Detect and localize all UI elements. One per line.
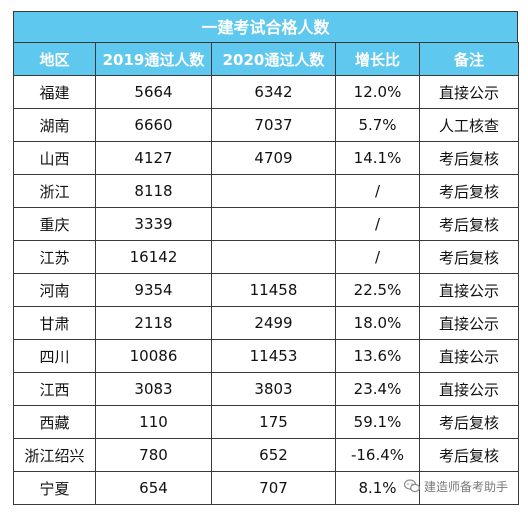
- cell-y2020: 707: [211, 471, 336, 505]
- cell-y2020: 175: [211, 405, 336, 439]
- cell-region: 山西: [13, 141, 96, 175]
- cell-region: 甘肃: [13, 306, 96, 340]
- cell-growth: 18.0%: [335, 306, 420, 340]
- cell-growth: 14.1%: [335, 141, 420, 175]
- table-row: 四川 10086 11453 13.6% 直接公示: [13, 339, 519, 373]
- cell-note: 考后复核: [419, 174, 519, 208]
- cell-y2020: 11453: [211, 339, 336, 373]
- table-row: 甘肃 2118 2499 18.0% 直接公示: [13, 306, 519, 340]
- header-row: 地区 2019通过人数 2020通过人数 增长比 备注: [13, 42, 519, 76]
- cell-y2019: 110: [95, 405, 212, 439]
- cell-y2019: 3083: [95, 372, 212, 406]
- cell-growth: 8.1%: [335, 471, 420, 505]
- cell-y2019: 2118: [95, 306, 212, 340]
- table-title: 一建考试合格人数: [13, 11, 518, 42]
- cell-y2019: 16142: [95, 240, 212, 274]
- cell-growth: 22.5%: [335, 273, 420, 307]
- table-row: 浙江 8118 /考后复核: [13, 174, 519, 208]
- cell-y2019: 4127: [95, 141, 212, 175]
- header-growth: 增长比: [335, 42, 420, 76]
- table-row: 宁夏 654 707 8.1%: [13, 471, 519, 505]
- cell-y2019: 5664: [95, 75, 212, 109]
- cell-y2020: [211, 207, 336, 241]
- table-row: 河南 9354 11458 22.5% 直接公示: [13, 273, 519, 307]
- table-row: 江西 3083 3803 23.4% 直接公示: [13, 372, 519, 406]
- header-2019: 2019通过人数: [95, 42, 212, 76]
- table-row: 重庆 3339 /考后复核: [13, 207, 519, 241]
- cell-note: 考后复核: [419, 207, 519, 241]
- cell-growth: 5.7%: [335, 108, 420, 142]
- cell-note: 直接公示: [419, 306, 519, 340]
- cell-note: 考后复核: [419, 438, 519, 472]
- table-body: 福建 5664 6342 12.0% 直接公示 湖南 6660 7037 5.7% 人工核查 山西 4…: [13, 75, 519, 505]
- cell-y2019: 654: [95, 471, 212, 505]
- cell-note: 直接公示: [419, 75, 519, 109]
- cell-region: 河南: [13, 273, 96, 307]
- cell-y2020: 6342: [211, 75, 336, 109]
- cell-y2020: 652: [211, 438, 336, 472]
- cell-region: 湖南: [13, 108, 96, 142]
- table-row: 浙江绍兴 780 652 -16.4% 考后复核: [13, 438, 519, 472]
- data-sheet: 一建考试合格人数 地区 2019通过人数 2020通过人数 增长比 备注 福建 5…: [13, 11, 519, 508]
- cell-note: 考后复核: [419, 240, 519, 274]
- cell-growth: 23.4%: [335, 372, 420, 406]
- table-row: 西藏 110 175 59.1% 考后复核: [13, 405, 519, 439]
- header-region: 地区: [13, 42, 96, 76]
- cell-region: 宁夏: [13, 471, 96, 505]
- cell-region: 江西: [13, 372, 96, 406]
- cell-growth: 13.6%: [335, 339, 420, 373]
- cell-y2019: 6660: [95, 108, 212, 142]
- cell-growth: -16.4%: [335, 438, 420, 472]
- cell-y2019: 10086: [95, 339, 212, 373]
- table-row: 福建 5664 6342 12.0% 直接公示: [13, 75, 519, 109]
- cell-region: 江苏: [13, 240, 96, 274]
- cell-growth: /: [335, 174, 420, 208]
- cell-region: 福建: [13, 75, 96, 109]
- cell-note: 考后复核: [419, 405, 519, 439]
- pass-count-table: 地区 2019通过人数 2020通过人数 增长比 备注 福建 5664 6342 12…: [13, 42, 519, 505]
- cell-note: 直接公示: [419, 339, 519, 373]
- header-2020: 2020通过人数: [211, 42, 336, 76]
- cell-note: 人工核查: [419, 108, 519, 142]
- table-row: 湖南 6660 7037 5.7% 人工核查: [13, 108, 519, 142]
- table-row: 江苏 16142 /考后复核: [13, 240, 519, 274]
- cell-y2020: [211, 174, 336, 208]
- table-row: 山西 4127 4709 14.1% 考后复核: [13, 141, 519, 175]
- cell-growth: /: [335, 240, 420, 274]
- cell-growth: 12.0%: [335, 75, 420, 109]
- cell-y2020: 11458: [211, 273, 336, 307]
- cell-growth: 59.1%: [335, 405, 420, 439]
- header-note: 备注: [419, 42, 519, 76]
- cell-growth: /: [335, 207, 420, 241]
- cell-y2019: 3339: [95, 207, 212, 241]
- cell-note: 直接公示: [419, 273, 519, 307]
- cell-y2020: 7037: [211, 108, 336, 142]
- cell-region: 浙江: [13, 174, 96, 208]
- cell-y2020: [211, 240, 336, 274]
- cell-note: [419, 471, 519, 505]
- cell-region: 西藏: [13, 405, 96, 439]
- cell-y2020: 3803: [211, 372, 336, 406]
- cell-region: 浙江绍兴: [13, 438, 96, 472]
- cell-note: 直接公示: [419, 372, 519, 406]
- cell-y2019: 8118: [95, 174, 212, 208]
- cell-y2020: 2499: [211, 306, 336, 340]
- cell-region: 四川: [13, 339, 96, 373]
- cell-y2020: 4709: [211, 141, 336, 175]
- cell-region: 重庆: [13, 207, 96, 241]
- cell-y2019: 9354: [95, 273, 212, 307]
- cell-y2019: 780: [95, 438, 212, 472]
- cell-note: 考后复核: [419, 141, 519, 175]
